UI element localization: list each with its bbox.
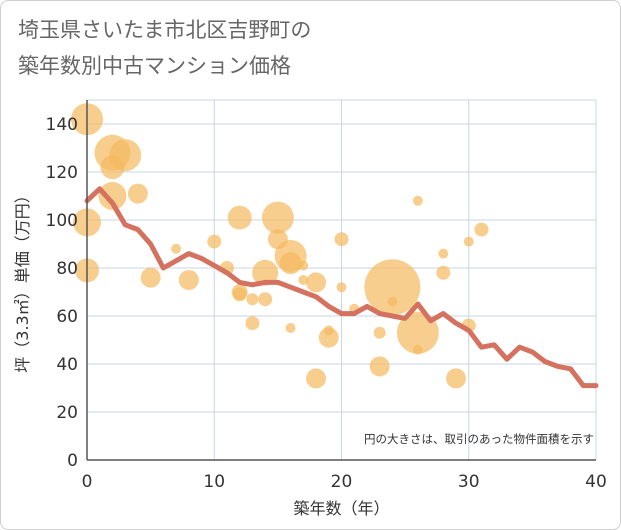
x-tick-label: 10 [203, 472, 225, 492]
bubble-point [127, 183, 148, 204]
bubble-point [336, 282, 347, 293]
bubble-point [334, 232, 349, 247]
bubble-point [373, 326, 386, 339]
y-tick-label: 120 [46, 163, 78, 183]
axes [86, 100, 596, 461]
bubble-point [412, 344, 423, 355]
grid-lines [86, 99, 597, 461]
bubble-point [140, 267, 161, 288]
bubble-point [396, 311, 439, 354]
y-axis-label: 坪（3.3㎡）単価（万円） [13, 187, 32, 372]
y-tick-label: 40 [56, 355, 78, 375]
bubble-point [412, 195, 423, 206]
bubble-point [438, 248, 449, 259]
bubble-point [207, 234, 222, 249]
bubble-point [474, 222, 489, 237]
bubble-point [178, 270, 199, 290]
y-tick-label: 80 [56, 259, 78, 279]
y-tick-label: 140 [46, 115, 78, 135]
y-tick-label: 60 [56, 307, 78, 327]
bubble-size-note: 円の大きさは、取引のあった物件面積を示す [364, 432, 594, 446]
bubble-point [364, 259, 421, 316]
x-tick-label: 30 [458, 472, 480, 492]
bubble-point [245, 316, 260, 331]
bubble-point [463, 236, 474, 247]
bubble-point [258, 292, 273, 307]
bubble-point [171, 243, 182, 254]
bubble-point [261, 201, 294, 234]
bubble-point [298, 260, 309, 271]
bubble-point [306, 368, 327, 389]
tick-labels: 0 10 20 30 40 0 20 40 60 80 100 120 140 [46, 115, 607, 492]
y-tick-label: 0 [67, 451, 78, 471]
bubble-point [387, 296, 398, 307]
average-price-line [84, 186, 599, 389]
x-axis-label: 築年数（年） [293, 499, 389, 518]
bubble-point [298, 275, 309, 285]
x-tick-label: 0 [82, 472, 93, 492]
x-tick-label: 20 [331, 472, 353, 492]
bubble-point [279, 252, 302, 275]
bubble-point [109, 139, 142, 172]
bubble-point [306, 272, 327, 293]
bubble-point [285, 323, 296, 333]
bubble-point [246, 293, 259, 306]
bubble-point [446, 368, 467, 389]
y-tick-label: 100 [46, 211, 78, 231]
bubble-point [323, 325, 334, 336]
bubble-point [252, 259, 279, 286]
chart-title: 埼玉県さいたま市北区吉野町の 築年数別中古マンション価格 [18, 18, 312, 78]
bubble-point [98, 182, 127, 210]
bubble-point [369, 356, 390, 377]
x-tick-label: 40 [585, 472, 607, 492]
bubble-series [71, 103, 489, 389]
y-tick-label: 20 [56, 403, 78, 423]
bubble-point [232, 287, 247, 302]
bubble-point [227, 205, 252, 230]
bubble-point [318, 327, 339, 348]
bubble-point [436, 265, 451, 280]
